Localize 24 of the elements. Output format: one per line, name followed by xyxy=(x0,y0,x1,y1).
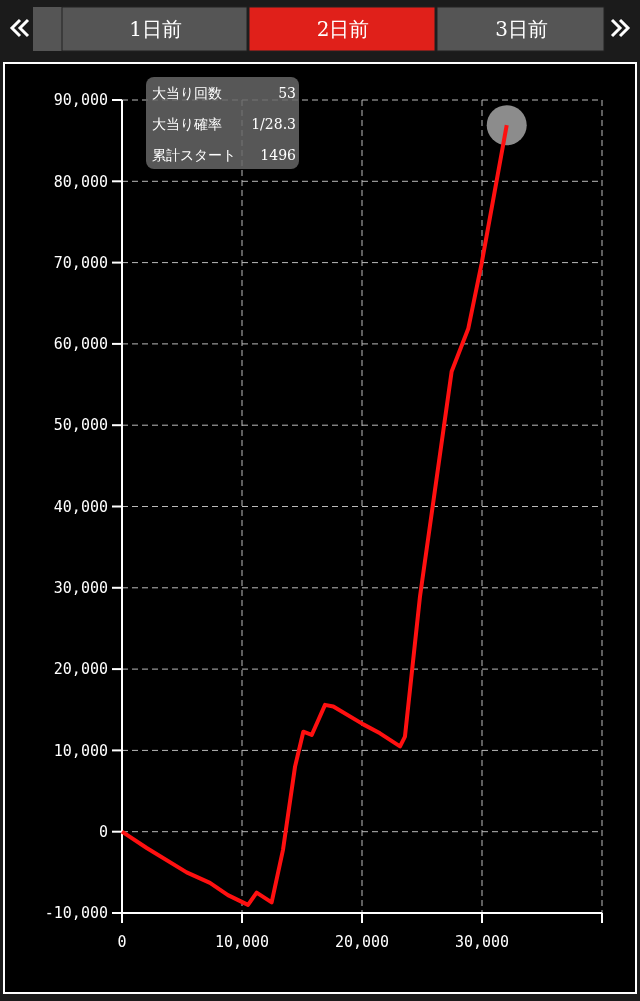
text: 2日前 xyxy=(316,17,370,41)
y-tick-label: 30,000 xyxy=(53,579,108,598)
y-tick-label: 60,000 xyxy=(53,335,108,354)
x-tick-label: 10,000 xyxy=(214,933,270,951)
annotation: 大当り確率 xyxy=(152,116,222,132)
y-tick-label: 80,000 xyxy=(53,172,108,191)
y-tick-label: 70,000 xyxy=(53,253,108,272)
x-tick-label: 0 xyxy=(117,933,127,951)
annotation: 累計スタート xyxy=(152,147,236,163)
x-tick-label: 30,000 xyxy=(454,933,510,951)
y-tick-label: 10,000 xyxy=(53,741,108,760)
text: 3日前 xyxy=(495,17,548,41)
annotation: 1496 xyxy=(260,147,297,163)
annotation: 大当り回数 xyxy=(152,85,222,101)
y-tick-label: 90,000 xyxy=(53,91,108,110)
text: 1日前 xyxy=(129,17,182,41)
y-tick-label: 0 xyxy=(98,822,108,841)
y-tick-label: 50,000 xyxy=(53,416,108,435)
y-tick-label: -10,000 xyxy=(44,904,108,923)
annotation: 53 xyxy=(278,85,296,101)
y-tick-label: 20,000 xyxy=(53,660,108,679)
x-tick-label: 20,000 xyxy=(334,933,390,951)
y-tick-label: 40,000 xyxy=(53,497,108,516)
annotation: 1/28.3 xyxy=(251,116,296,132)
